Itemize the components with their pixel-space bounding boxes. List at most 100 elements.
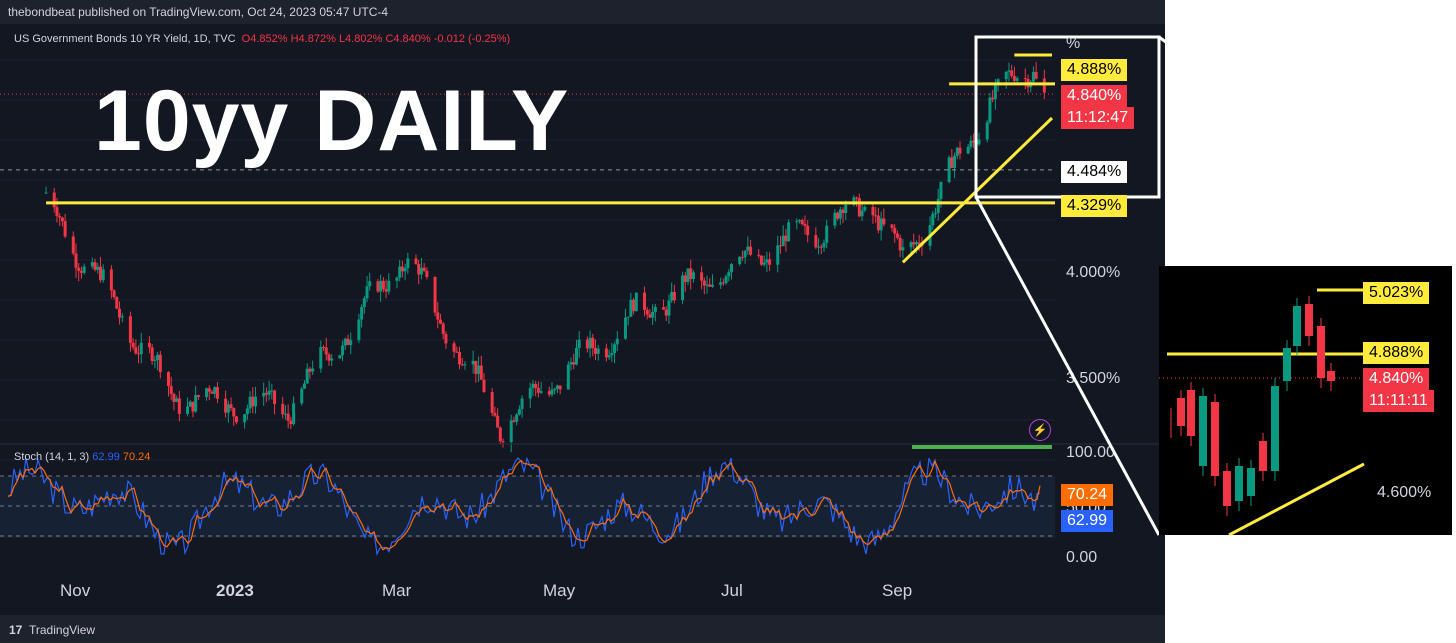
- x-label-jul: Jul: [721, 581, 743, 600]
- candle-body: [958, 147, 962, 154]
- candle-body: [273, 390, 277, 404]
- candle-body: [1042, 78, 1046, 93]
- candle-body: [248, 396, 252, 409]
- candle-body: [1010, 70, 1014, 76]
- candle-body: [93, 262, 97, 270]
- candle-body: [838, 209, 842, 219]
- candle-body: [947, 157, 951, 182]
- candle-body: [651, 311, 655, 318]
- candle-body: [817, 246, 821, 248]
- candle-body: [496, 415, 500, 428]
- candle-body: [795, 221, 799, 223]
- candle-body: [632, 299, 636, 312]
- candle-body: [778, 245, 782, 247]
- mid-level-tag: 4.484%: [1061, 161, 1128, 183]
- candle-body: [781, 235, 785, 247]
- tradingview-logo-icon[interactable]: 17: [9, 623, 23, 637]
- candle-body: [305, 368, 309, 384]
- candle-body: [912, 242, 916, 245]
- connector-top: [1158, 35, 1171, 47]
- close-value: C4.840%: [385, 33, 431, 45]
- candle-body: [727, 272, 731, 277]
- connector-bottom: [974, 196, 1161, 536]
- low-value: L4.802%: [338, 33, 383, 45]
- inset-countdown-tag: 11:11:11: [1363, 390, 1434, 412]
- change-value: -0.012 (-0.25%): [433, 33, 511, 45]
- symbol-legend: US Government Bonds 10 YR Yield, 1D, TVC…: [14, 33, 510, 45]
- candle-body: [302, 383, 306, 389]
- candle-body: [79, 270, 83, 273]
- candle-body: [243, 414, 247, 423]
- candle-body: [226, 404, 230, 413]
- candle-body: [953, 155, 957, 168]
- stoch-legend: Stoch (14, 1, 3) 62.99 70.24: [14, 451, 150, 463]
- candle-body: [224, 398, 228, 413]
- candle-body: [118, 308, 122, 318]
- support-tag: 4.329%: [1061, 195, 1128, 217]
- candle-body: [784, 235, 788, 242]
- candle-body: [977, 139, 981, 145]
- candle-body: [188, 401, 192, 407]
- candle-body: [917, 242, 921, 246]
- candle-body: [444, 333, 448, 344]
- candle-body: [520, 398, 524, 410]
- candle-body: [322, 347, 326, 349]
- inset-candle-body: [1211, 402, 1219, 476]
- candle-body: [634, 292, 638, 312]
- candle-body: [664, 309, 668, 316]
- last-price-tag: 4.840%: [1061, 85, 1128, 107]
- candle-body: [131, 342, 135, 348]
- candle-body: [205, 388, 209, 397]
- candle-body: [311, 368, 315, 372]
- candle-body: [800, 220, 804, 225]
- candle-body: [137, 353, 141, 355]
- candle-body: [509, 420, 513, 443]
- candle-body: [120, 316, 124, 318]
- candle-body: [594, 347, 598, 354]
- inset-last-price-tag: 4.840%: [1363, 368, 1430, 390]
- symbol-name: US Government Bonds 10 YR Yield, 1D, TVC: [14, 33, 236, 45]
- candle-body: [939, 181, 943, 199]
- candle-body: [398, 266, 402, 278]
- candle-body: [955, 147, 959, 156]
- candle-body: [531, 383, 535, 389]
- candle-body: [96, 266, 100, 270]
- candle-body: [229, 404, 233, 409]
- candle-body: [1004, 71, 1008, 80]
- candle-body: [395, 277, 399, 281]
- candle-body: [876, 215, 880, 231]
- candle-body: [281, 403, 285, 415]
- candle-body: [517, 409, 521, 415]
- candle-body: [324, 347, 328, 355]
- price-tick-3500: 3.500%: [1066, 370, 1121, 387]
- candle-body: [988, 97, 992, 123]
- candle-body: [708, 284, 712, 287]
- price-chart[interactable]: [0, 0, 1165, 643]
- candle-body: [803, 224, 807, 226]
- stoch-k-line: [7, 456, 1041, 557]
- candle-body: [381, 280, 385, 290]
- candle-body: [52, 192, 56, 208]
- candle-body: [572, 362, 576, 365]
- candle-body: [330, 358, 334, 361]
- candle-body: [719, 282, 723, 285]
- candle-body: [743, 250, 747, 258]
- candle-body: [365, 286, 369, 299]
- candle-body: [194, 395, 198, 412]
- candle-body: [115, 297, 119, 309]
- tradingview-brand[interactable]: TradingView: [29, 623, 96, 637]
- x-label-may: May: [543, 581, 576, 600]
- stoch-d-tag: 70.24: [1061, 484, 1114, 506]
- candle-body: [60, 217, 64, 222]
- lightning-icon[interactable]: ⚡: [1029, 419, 1051, 441]
- candle-body: [82, 266, 86, 273]
- candle-body: [539, 391, 543, 393]
- candle-body: [463, 364, 467, 366]
- candle-body: [292, 403, 296, 424]
- candle-body: [262, 392, 266, 397]
- candle-body: [626, 316, 630, 318]
- open-value: O4.852%: [241, 33, 288, 45]
- stoch-d-value: 70.24: [122, 451, 151, 463]
- candle-body: [319, 347, 323, 369]
- candle-body: [406, 258, 410, 269]
